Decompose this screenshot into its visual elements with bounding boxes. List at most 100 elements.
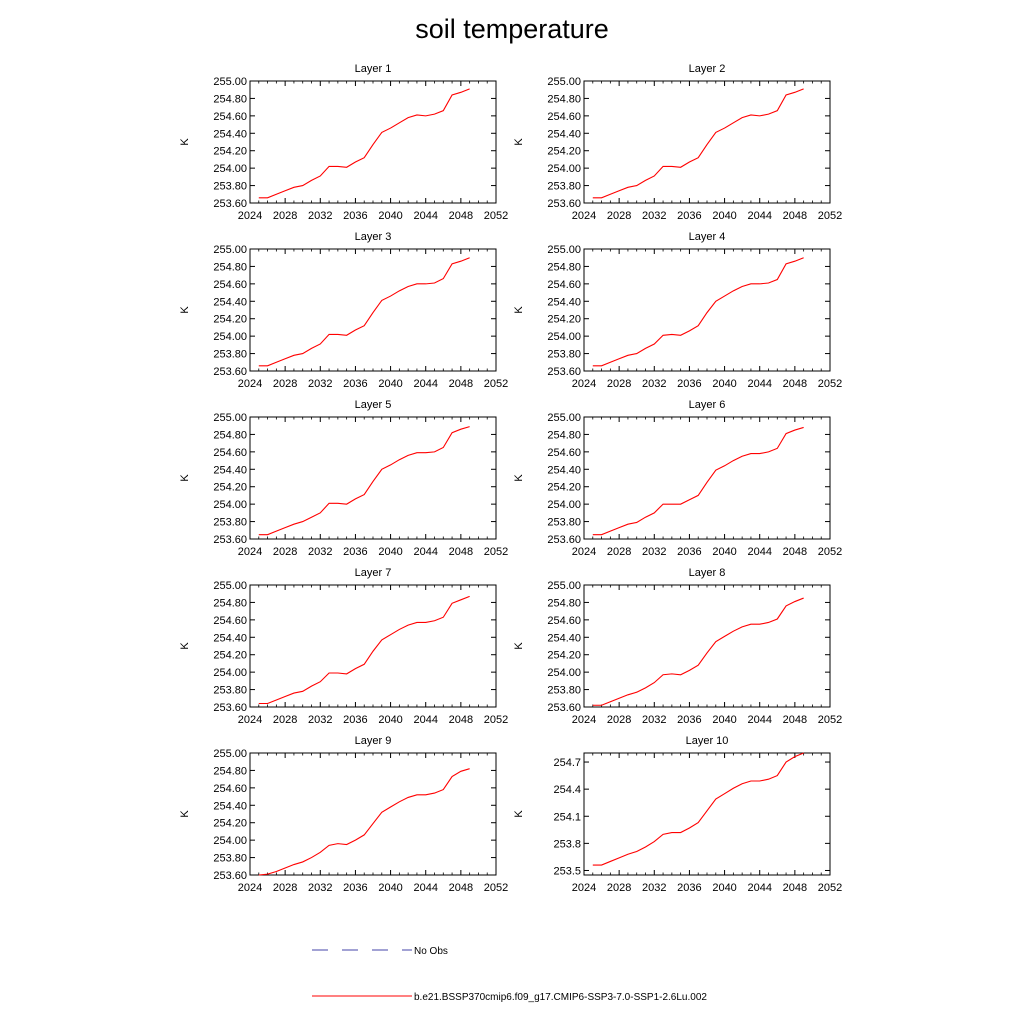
x-tick-label: 2040 xyxy=(378,378,402,390)
y-tick-label: 254.40 xyxy=(213,464,247,476)
panel-layer-9: Layer 9 K 2024 2028 2032 2036 2040 2044 2048 2052… xyxy=(179,735,508,894)
x-tick-label: 2032 xyxy=(642,714,666,726)
y-axis-label: K xyxy=(179,306,191,314)
panel-layer-10: Layer 10 K 2024 2028 2032 2036 2040 2044 2048 205… xyxy=(513,735,842,894)
y-tick-label: 254.60 xyxy=(213,615,247,627)
y-axis-label: K xyxy=(513,138,525,146)
y-tick-label: 254.60 xyxy=(547,615,581,627)
y-tick-label: 254.00 xyxy=(213,163,247,175)
x-tick-label: 2040 xyxy=(378,210,402,222)
x-tick-label: 2040 xyxy=(712,210,736,222)
panel-title: Layer 4 xyxy=(689,231,726,243)
plot-frame xyxy=(583,80,831,204)
y-tick-label: 254.80 xyxy=(547,429,581,441)
x-tick-label: 2040 xyxy=(712,882,736,894)
plot-frame xyxy=(583,248,831,372)
panel-title: Layer 10 xyxy=(686,735,729,747)
x-tick-label: 2032 xyxy=(642,546,666,558)
x-tick-label: 2036 xyxy=(343,882,367,894)
x-tick-label: 2024 xyxy=(572,378,596,390)
panel-title: Layer 6 xyxy=(689,399,726,411)
plot-frame xyxy=(249,248,497,372)
y-tick-label: 254.00 xyxy=(213,331,247,343)
series-line xyxy=(258,426,470,536)
y-axis-label: K xyxy=(179,138,191,146)
x-tick-label: 2024 xyxy=(238,882,262,894)
y-tick-label: 254.20 xyxy=(547,482,581,494)
x-tick-label: 2048 xyxy=(783,378,807,390)
x-tick-label: 2048 xyxy=(449,210,473,222)
x-tick-label: 2044 xyxy=(413,378,437,390)
y-axis-label: K xyxy=(513,474,525,482)
series-line xyxy=(258,88,470,199)
y-tick-label: 254.40 xyxy=(547,128,581,140)
x-tick-label: 2036 xyxy=(677,882,701,894)
y-tick-label: 254.00 xyxy=(213,835,247,847)
y-tick-label: 253.80 xyxy=(213,517,247,529)
series-line xyxy=(258,595,470,705)
y-axis-label: K xyxy=(513,306,525,314)
y-tick-label: 254.80 xyxy=(213,261,247,273)
y-tick-label: 254.20 xyxy=(547,314,581,326)
panel-title: Layer 1 xyxy=(355,63,392,75)
y-tick-label: 254.40 xyxy=(213,128,247,140)
x-tick-label: 2044 xyxy=(413,210,437,222)
plot-frame xyxy=(249,752,497,876)
y-tick-label: 253.80 xyxy=(547,685,581,697)
y-tick-label: 254.20 xyxy=(213,818,247,830)
x-tick-label: 2032 xyxy=(308,882,332,894)
y-tick-label: 254.40 xyxy=(213,800,247,812)
y-tick-label: 254.80 xyxy=(213,429,247,441)
y-axis-label: K xyxy=(513,810,525,818)
x-tick-label: 2048 xyxy=(449,714,473,726)
y-tick-label: 254.80 xyxy=(547,93,581,105)
x-tick-label: 2052 xyxy=(818,714,842,726)
y-tick-label: 253.80 xyxy=(547,517,581,529)
x-tick-label: 2044 xyxy=(747,882,771,894)
y-tick-label: 254.60 xyxy=(547,111,581,123)
x-tick-label: 2036 xyxy=(677,210,701,222)
x-tick-label: 2052 xyxy=(484,714,508,726)
y-tick-label: 254.40 xyxy=(547,296,581,308)
y-tick-label: 255.00 xyxy=(547,244,581,256)
y-tick-label: 253.80 xyxy=(213,685,247,697)
y-tick-label: 254.20 xyxy=(547,146,581,158)
x-tick-label: 2032 xyxy=(308,546,332,558)
y-tick-label: 253.60 xyxy=(547,366,581,378)
y-tick-label: 254.80 xyxy=(213,765,247,777)
x-tick-label: 2024 xyxy=(572,210,596,222)
x-tick-label: 2036 xyxy=(343,546,367,558)
x-tick-label: 2048 xyxy=(783,210,807,222)
y-tick-label: 253.60 xyxy=(213,702,247,714)
y-tick-label: 253.80 xyxy=(547,181,581,193)
x-tick-label: 2052 xyxy=(484,210,508,222)
x-tick-label: 2032 xyxy=(308,210,332,222)
y-tick-label: 253.60 xyxy=(213,198,247,210)
panel-layer-2: Layer 2 K 2024 2028 2032 2036 2040 2044 2048 2052… xyxy=(513,63,842,222)
y-tick-label: 254.80 xyxy=(213,93,247,105)
y-tick-label: 254.60 xyxy=(213,783,247,795)
y-tick-label: 253.60 xyxy=(547,702,581,714)
y-tick-label: 255.00 xyxy=(213,76,247,88)
x-tick-label: 2028 xyxy=(273,882,297,894)
y-tick-label: 253.60 xyxy=(213,534,247,546)
x-tick-label: 2036 xyxy=(677,714,701,726)
y-tick-label: 255.00 xyxy=(213,748,247,760)
plot-frame xyxy=(249,584,497,708)
x-tick-label: 2048 xyxy=(449,378,473,390)
y-tick-label: 253.8 xyxy=(553,838,581,850)
plot-frame xyxy=(583,584,831,708)
panel-layer-8: Layer 8 K 2024 2028 2032 2036 2040 2044 2048 2052… xyxy=(513,567,842,726)
panel-title: Layer 8 xyxy=(689,567,726,579)
x-tick-label: 2036 xyxy=(677,378,701,390)
y-tick-label: 255.00 xyxy=(213,244,247,256)
panel-layer-3: Layer 3 K 2024 2028 2032 2036 2040 2044 2048 2052… xyxy=(179,231,508,390)
panel-layer-1: Layer 1 K 2024 2028 2032 2036 2040 2044 2048 2052… xyxy=(179,63,508,222)
y-tick-label: 254.40 xyxy=(213,296,247,308)
y-tick-label: 254.80 xyxy=(213,597,247,609)
y-tick-label: 254.40 xyxy=(213,632,247,644)
series-line xyxy=(592,426,804,536)
x-tick-label: 2036 xyxy=(343,378,367,390)
x-tick-label: 2048 xyxy=(449,882,473,894)
panel-title: Layer 5 xyxy=(355,399,392,411)
